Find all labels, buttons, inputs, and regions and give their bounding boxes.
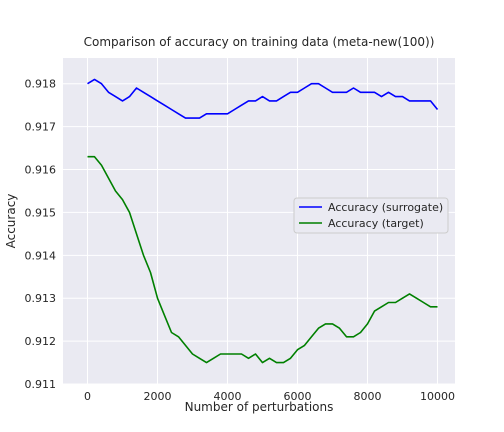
y-tick-label: 0.917 bbox=[25, 121, 57, 134]
x-tick-label: 10000 bbox=[420, 390, 455, 403]
legend-label-target: Accuracy (target) bbox=[328, 217, 424, 230]
y-tick-label: 0.915 bbox=[25, 206, 57, 219]
x-tick-label: 0 bbox=[84, 390, 91, 403]
legend: Accuracy (surrogate) Accuracy (target) bbox=[294, 198, 448, 233]
x-tick-label: 2000 bbox=[144, 390, 172, 403]
y-tick-label: 0.914 bbox=[25, 249, 57, 262]
y-tick-label: 0.913 bbox=[25, 292, 57, 305]
y-axis-label: Accuracy bbox=[4, 194, 18, 249]
chart-title: Comparison of accuracy on training data … bbox=[84, 35, 435, 49]
x-tick-label: 8000 bbox=[354, 390, 382, 403]
y-tick-label: 0.918 bbox=[25, 78, 57, 91]
x-axis-label: Number of perturbations bbox=[185, 400, 334, 414]
y-tick-label: 0.916 bbox=[25, 164, 57, 177]
y-tick-label: 0.912 bbox=[25, 335, 57, 348]
legend-label-surrogate: Accuracy (surrogate) bbox=[328, 201, 443, 214]
y-tick-label: 0.911 bbox=[25, 378, 57, 391]
